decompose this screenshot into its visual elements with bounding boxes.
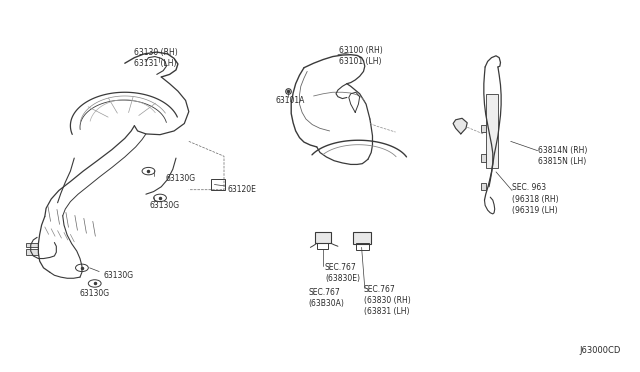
- Bar: [481, 183, 486, 190]
- Text: 63101A: 63101A: [275, 96, 305, 105]
- Bar: [353, 232, 371, 244]
- Text: 63814N (RH)
63815N (LH): 63814N (RH) 63815N (LH): [538, 146, 587, 166]
- Text: 63100 (RH)
63101 (LH): 63100 (RH) 63101 (LH): [339, 46, 383, 66]
- Text: 63130 (RH)
63131 (LH): 63130 (RH) 63131 (LH): [134, 48, 178, 68]
- Text: SEC. 963
(96318 (RH)
(96319 (LH): SEC. 963 (96318 (RH) (96319 (LH): [512, 183, 559, 215]
- Bar: [315, 232, 331, 243]
- Text: 63130G: 63130G: [104, 271, 134, 280]
- Polygon shape: [453, 118, 467, 134]
- Bar: [481, 154, 486, 162]
- Text: SEC.767
(63830E): SEC.767 (63830E): [325, 263, 360, 283]
- Bar: [317, 243, 328, 249]
- Bar: [356, 243, 369, 250]
- Text: J63000CD: J63000CD: [579, 346, 621, 355]
- Text: SEC.767
(63B30A): SEC.767 (63B30A): [308, 288, 344, 308]
- Bar: [26, 249, 38, 255]
- Text: 63130G: 63130G: [80, 289, 110, 298]
- Text: 63130G: 63130G: [149, 201, 179, 210]
- Text: SEC.767
(63830 (RH)
(63831 (LH): SEC.767 (63830 (RH) (63831 (LH): [364, 285, 411, 316]
- Bar: [26, 243, 38, 247]
- Bar: [486, 94, 498, 168]
- Bar: [481, 125, 486, 132]
- Text: 63120E: 63120E: [228, 185, 257, 194]
- Text: 63130G: 63130G: [165, 174, 195, 183]
- Bar: [211, 179, 225, 190]
